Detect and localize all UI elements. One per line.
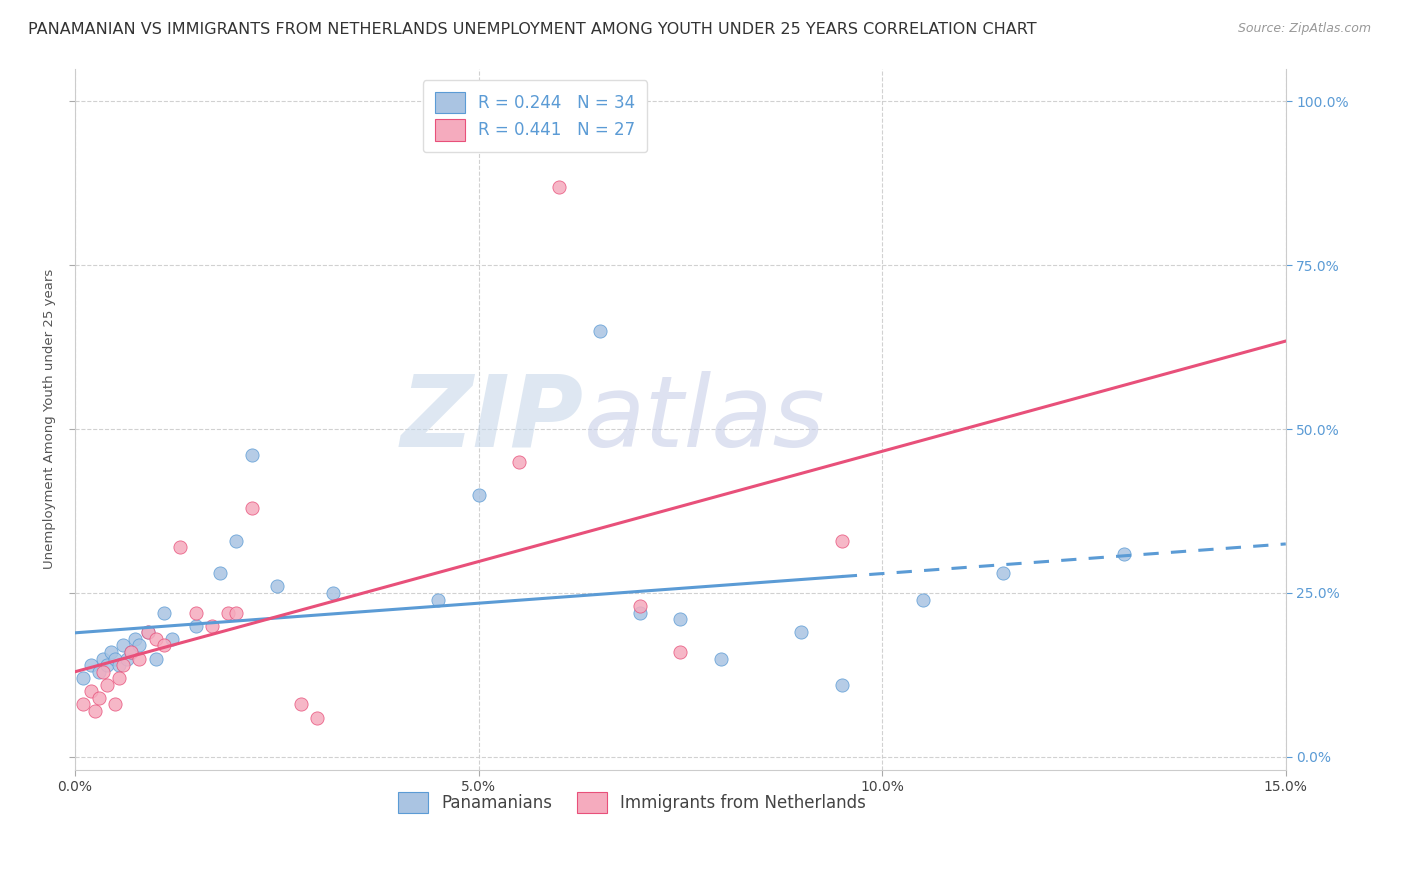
Text: Source: ZipAtlas.com: Source: ZipAtlas.com xyxy=(1237,22,1371,36)
Point xyxy=(993,566,1015,581)
Point xyxy=(145,632,167,646)
Point xyxy=(290,698,312,712)
Point xyxy=(160,632,183,646)
Legend: Panamanians, Immigrants from Netherlands: Panamanians, Immigrants from Netherlands xyxy=(387,780,877,825)
Point xyxy=(96,658,118,673)
Point xyxy=(80,658,103,673)
Point xyxy=(136,625,159,640)
Point xyxy=(628,599,651,613)
Point xyxy=(242,448,264,462)
Point xyxy=(669,645,692,659)
Point xyxy=(104,698,127,712)
Point xyxy=(128,639,150,653)
Point xyxy=(100,645,122,659)
Point xyxy=(124,632,146,646)
Point xyxy=(112,639,135,653)
Point xyxy=(242,500,264,515)
Point xyxy=(548,179,571,194)
Point xyxy=(108,658,131,673)
Point xyxy=(209,566,232,581)
Point xyxy=(112,658,135,673)
Point xyxy=(305,710,328,724)
Point xyxy=(120,645,142,659)
Point xyxy=(266,579,288,593)
Point xyxy=(911,592,934,607)
Point xyxy=(790,625,813,640)
Point xyxy=(152,606,174,620)
Point xyxy=(201,619,224,633)
Point xyxy=(96,678,118,692)
Point xyxy=(508,455,530,469)
Point xyxy=(104,651,127,665)
Point xyxy=(91,665,114,679)
Point xyxy=(831,678,853,692)
Text: atlas: atlas xyxy=(583,371,825,467)
Point xyxy=(120,645,142,659)
Point xyxy=(710,651,733,665)
Point xyxy=(128,651,150,665)
Point xyxy=(87,665,110,679)
Point xyxy=(145,651,167,665)
Y-axis label: Unemployment Among Youth under 25 years: Unemployment Among Youth under 25 years xyxy=(44,269,56,569)
Point xyxy=(217,606,239,620)
Point xyxy=(628,606,651,620)
Text: PANAMANIAN VS IMMIGRANTS FROM NETHERLANDS UNEMPLOYMENT AMONG YOUTH UNDER 25 YEAR: PANAMANIAN VS IMMIGRANTS FROM NETHERLAND… xyxy=(28,22,1036,37)
Point xyxy=(184,606,207,620)
Point xyxy=(322,586,344,600)
Point xyxy=(831,533,853,548)
Point xyxy=(136,625,159,640)
Point xyxy=(72,671,94,685)
Point xyxy=(152,639,174,653)
Point xyxy=(108,671,131,685)
Point xyxy=(87,690,110,705)
Point xyxy=(84,704,107,718)
Text: ZIP: ZIP xyxy=(401,371,583,467)
Point xyxy=(80,684,103,698)
Point xyxy=(427,592,450,607)
Point xyxy=(225,606,247,620)
Point xyxy=(225,533,247,548)
Point xyxy=(117,651,139,665)
Point xyxy=(669,612,692,626)
Point xyxy=(184,619,207,633)
Point xyxy=(91,651,114,665)
Point xyxy=(72,698,94,712)
Point xyxy=(1114,547,1136,561)
Point xyxy=(467,488,489,502)
Point xyxy=(588,324,610,338)
Point xyxy=(169,540,191,554)
